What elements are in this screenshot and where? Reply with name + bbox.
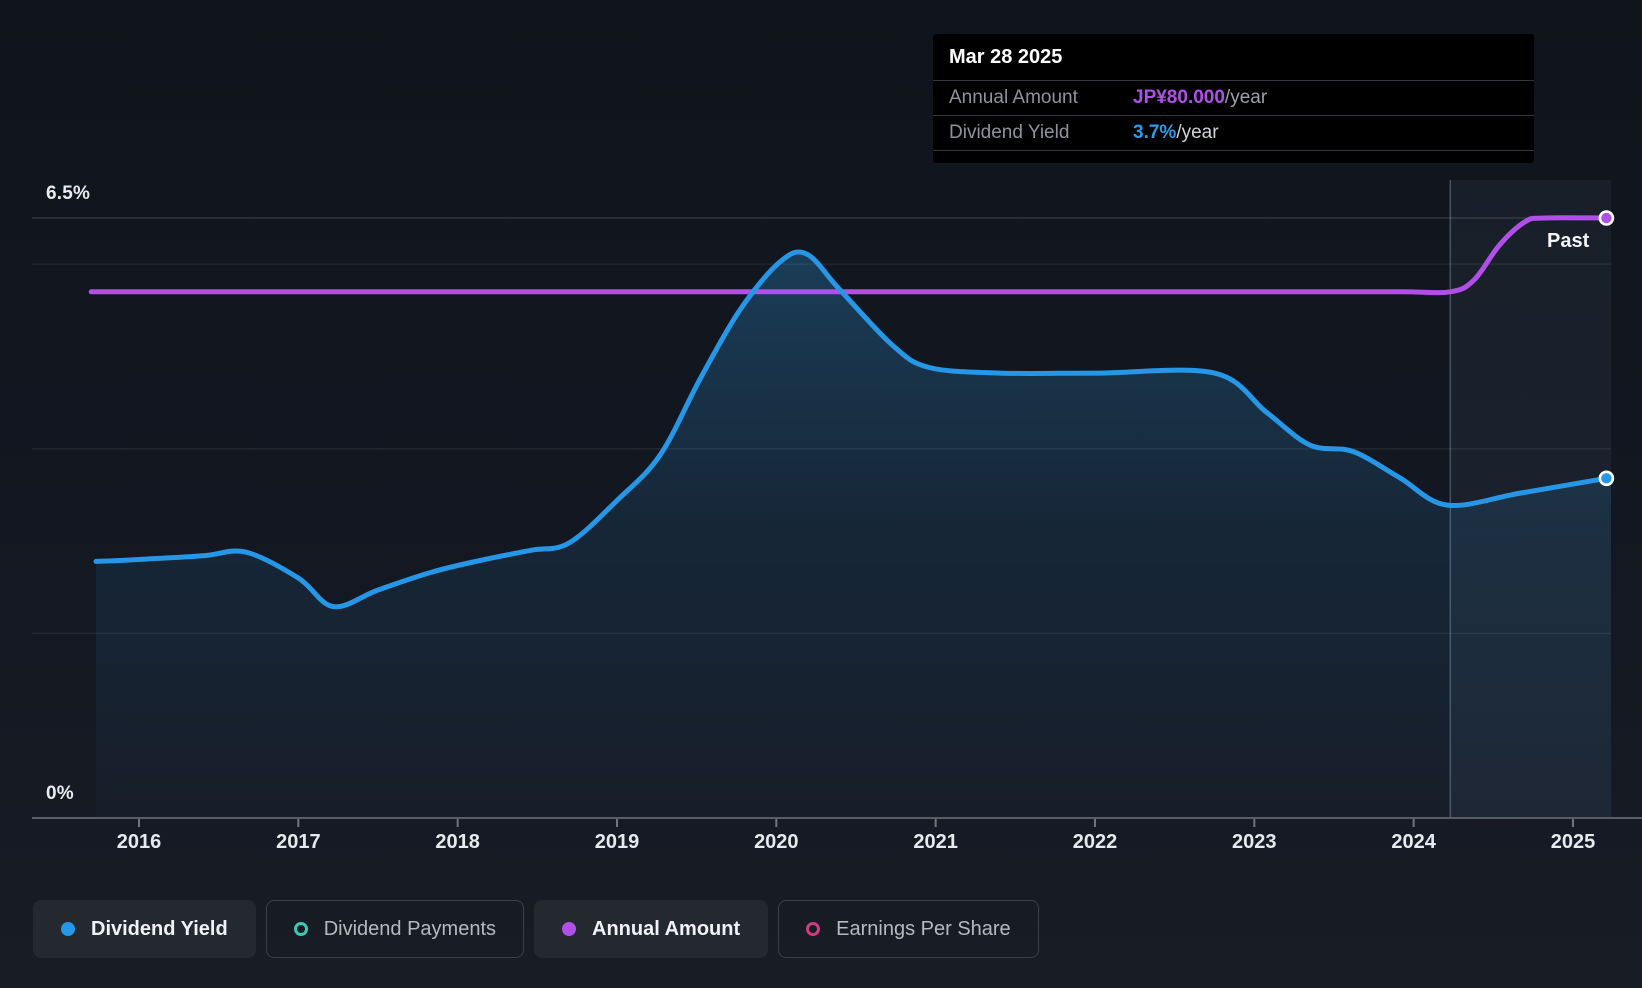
annual-amount-dot-icon xyxy=(562,922,577,936)
year-label: 2025 xyxy=(1550,831,1596,853)
year-label: 2022 xyxy=(1072,831,1118,853)
dividend-yield-endpoint xyxy=(1598,470,1615,487)
tooltip-label: Annual Amount xyxy=(949,87,1078,108)
tooltip-suffix: /year xyxy=(1224,87,1268,108)
x-axis-ticks xyxy=(138,819,1574,827)
legend-dividend-payments[interactable]: Dividend Payments xyxy=(265,900,525,958)
tooltip-value: JP¥80.000 xyxy=(1133,87,1225,108)
legend-label: Dividend Payments xyxy=(323,917,497,940)
chart-tooltip: Mar 28 2025 Annual Amount JP¥80.000 /yea… xyxy=(933,34,1534,163)
year-label: 2019 xyxy=(594,831,640,853)
year-label: 2020 xyxy=(754,831,799,853)
chart-hover-region[interactable] xyxy=(32,175,1611,818)
legend-earnings-per-share[interactable]: Earnings Per Share xyxy=(778,900,1039,958)
past-label: Past xyxy=(1547,230,1590,252)
annual-amount-line xyxy=(88,215,1614,296)
tooltip-row-dividend-yield: Dividend Yield 3.7% /year xyxy=(933,116,1534,151)
dividend-payments-ring-icon xyxy=(293,922,308,936)
tooltip-label: Dividend Yield xyxy=(949,122,1070,143)
tooltip-suffix: /year xyxy=(1176,122,1219,143)
annual-amount-endpoint xyxy=(1598,210,1615,226)
y-axis-label-min: 0% xyxy=(46,783,74,804)
tooltip-value: 3.7% xyxy=(1133,122,1177,143)
dividend-yield-dot-icon xyxy=(61,922,75,936)
year-label: 2017 xyxy=(276,831,321,853)
series-endpoints xyxy=(1598,210,1615,487)
tooltip-row-annual-amount: Annual Amount JP¥80.000 /year xyxy=(933,81,1534,116)
year-label: 2023 xyxy=(1232,831,1277,853)
legend-label: Dividend Yield xyxy=(91,917,228,940)
legend: Dividend Yield Dividend Payments Annual … xyxy=(33,900,1039,958)
legend-dividend-yield[interactable]: Dividend Yield xyxy=(33,900,256,958)
year-label: 2018 xyxy=(435,831,480,853)
year-label: 2024 xyxy=(1391,831,1436,853)
legend-label: Annual Amount xyxy=(592,917,741,940)
tooltip-date: Mar 28 2025 xyxy=(933,34,1534,81)
dividend-yield-line xyxy=(93,249,1614,610)
year-label: 2021 xyxy=(913,831,958,853)
y-axis-label-max: 6.5% xyxy=(46,183,91,204)
legend-annual-amount[interactable]: Annual Amount xyxy=(534,900,769,958)
earnings-per-share-ring-icon xyxy=(806,922,821,936)
legend-label: Earnings Per Share xyxy=(836,917,1011,940)
dividend-yield-area xyxy=(96,251,1611,819)
year-label: 2016 xyxy=(116,831,162,853)
